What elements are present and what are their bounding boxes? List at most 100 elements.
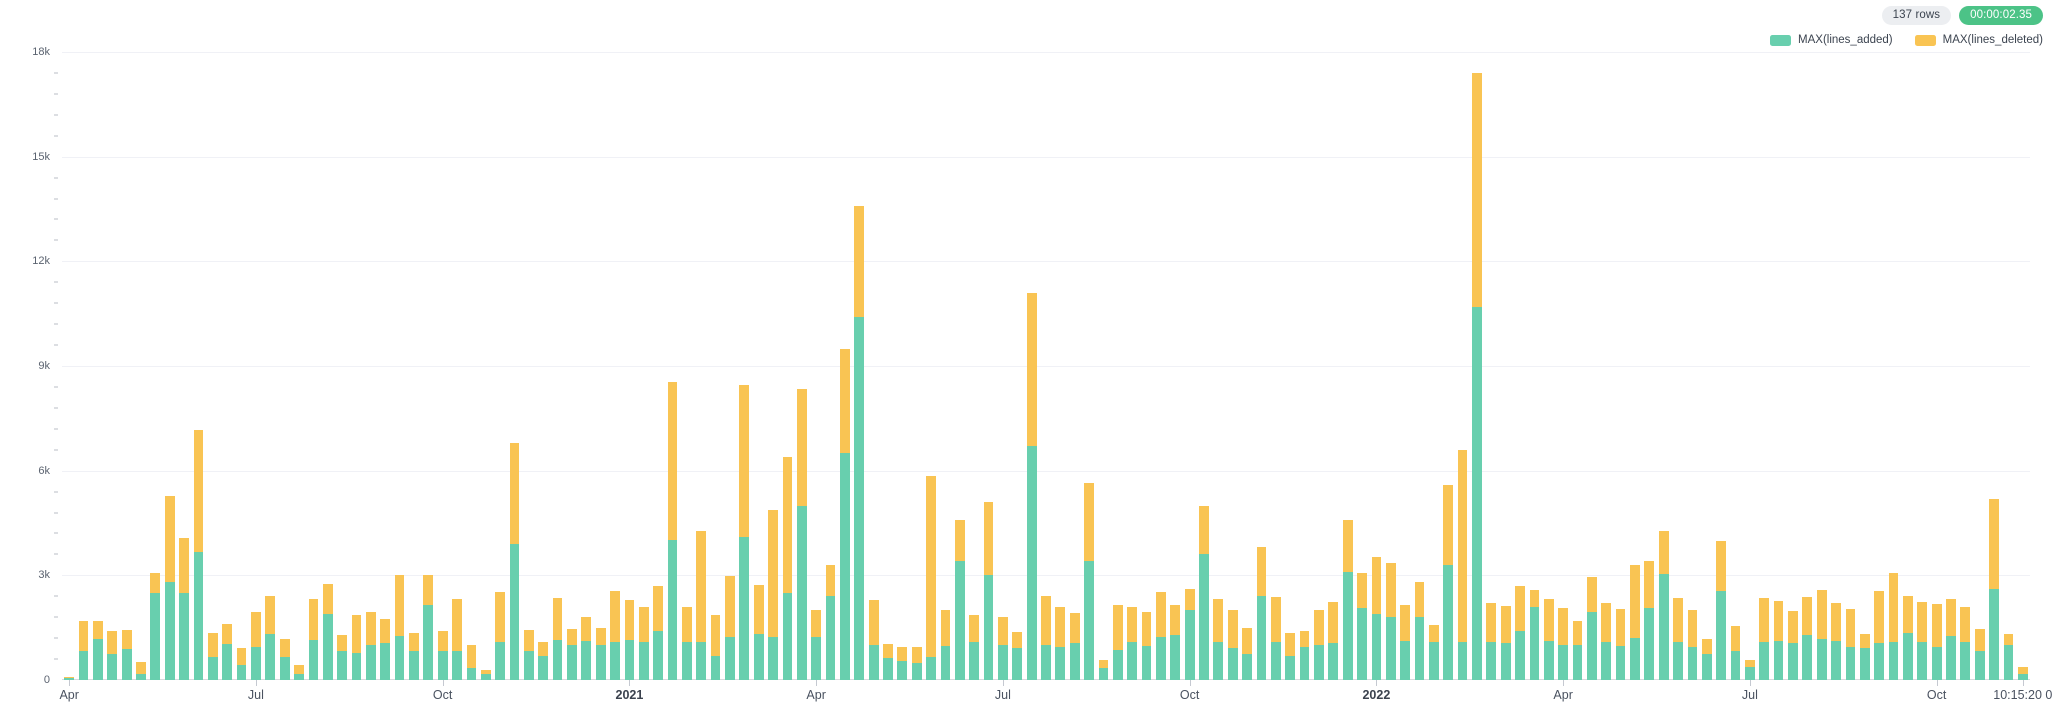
bar-segment-lines-deleted[interactable] [710, 615, 721, 657]
bar-stack[interactable] [1328, 601, 1339, 680]
bar-segment-lines-added[interactable] [2017, 673, 2028, 680]
bar-stack[interactable] [1701, 639, 1712, 680]
bar-stack[interactable] [1428, 624, 1439, 680]
bar-segment-lines-deleted[interactable] [1026, 292, 1037, 447]
bar-stack[interactable] [768, 510, 778, 680]
bar-segment-lines-deleted[interactable] [495, 591, 505, 643]
bar-segment-lines-added[interactable] [1170, 634, 1181, 680]
bar-segment-lines-added[interactable] [523, 650, 534, 680]
bar-segment-lines-added[interactable] [782, 593, 793, 680]
bar-segment-lines-added[interactable] [1055, 646, 1066, 680]
bar-stack[interactable] [207, 633, 218, 680]
bar-stack[interactable] [840, 348, 850, 680]
bar-stack[interactable] [653, 585, 664, 680]
bar-segment-lines-added[interactable] [1227, 648, 1238, 680]
bar-segment-lines-added[interactable] [409, 651, 419, 680]
bar-segment-lines-deleted[interactable] [1041, 596, 1051, 646]
bar-segment-lines-deleted[interactable] [1170, 604, 1181, 635]
bar-segment-lines-deleted[interactable] [236, 647, 247, 666]
bar-stack[interactable] [638, 606, 649, 680]
bar-stack[interactable] [1744, 659, 1755, 680]
bar-segment-lines-added[interactable] [1026, 446, 1037, 680]
bar-segment-lines-deleted[interactable] [883, 643, 893, 658]
bar-stack[interactable] [466, 645, 477, 680]
bar-segment-lines-deleted[interactable] [1328, 601, 1339, 644]
bar-segment-lines-added[interactable] [1572, 645, 1583, 680]
bar-segment-lines-deleted[interactable] [1543, 598, 1554, 641]
bar-segment-lines-deleted[interactable] [1773, 600, 1784, 641]
bar-stack[interactable] [509, 442, 520, 680]
bar-stack[interactable] [825, 564, 836, 680]
bar-segment-lines-deleted[interactable] [150, 572, 161, 594]
bar-stack[interactable] [595, 628, 606, 680]
bar-segment-lines-added[interactable] [1960, 641, 1971, 680]
bar-stack[interactable] [1974, 629, 1985, 680]
bar-segment-lines-added[interactable] [423, 605, 434, 680]
bar-stack[interactable] [1730, 626, 1741, 680]
bar-stack[interactable] [294, 665, 304, 680]
bar-segment-lines-added[interactable] [595, 645, 606, 680]
bar-segment-lines-deleted[interactable] [1084, 482, 1094, 562]
bar-segment-lines-deleted[interactable] [983, 502, 994, 576]
bar-segment-lines-deleted[interactable] [437, 631, 448, 651]
bar-segment-lines-added[interactable] [1917, 641, 1928, 680]
bar-segment-lines-deleted[interactable] [279, 638, 290, 657]
bar-segment-lines-added[interactable] [1156, 637, 1166, 680]
bar-stack[interactable] [251, 611, 261, 680]
bar-segment-lines-added[interactable] [1859, 647, 1870, 680]
bar-stack[interactable] [998, 616, 1008, 680]
bar-segment-lines-deleted[interactable] [610, 590, 620, 642]
bar-segment-lines-added[interactable] [725, 637, 735, 680]
bar-segment-lines-deleted[interactable] [825, 564, 836, 596]
bar-segment-lines-added[interactable] [883, 657, 893, 680]
bar-stack[interactable] [93, 620, 103, 680]
bar-segment-lines-deleted[interactable] [251, 611, 261, 647]
bar-segment-lines-added[interactable] [1371, 614, 1382, 680]
bar-stack[interactable] [725, 575, 735, 680]
bar-segment-lines-deleted[interactable] [1831, 602, 1841, 642]
bar-segment-lines-added[interactable] [1644, 608, 1655, 680]
bar-segment-lines-deleted[interactable] [1400, 605, 1410, 641]
bar-stack[interactable] [279, 638, 290, 680]
bar-segment-lines-deleted[interactable] [1472, 72, 1482, 307]
bar-stack[interactable] [2017, 666, 2028, 680]
bar-segment-lines-added[interactable] [796, 505, 807, 680]
bar-segment-lines-deleted[interactable] [998, 616, 1008, 646]
bar-segment-lines-deleted[interactable] [811, 609, 822, 638]
bar-segment-lines-deleted[interactable] [1112, 605, 1123, 650]
bar-segment-lines-deleted[interactable] [538, 641, 549, 656]
bar-segment-lines-added[interactable] [538, 655, 549, 680]
bar-segment-lines-deleted[interactable] [1371, 556, 1382, 615]
bar-segment-lines-added[interactable] [193, 551, 204, 680]
bar-segment-lines-deleted[interactable] [595, 628, 606, 646]
bar-stack[interactable] [1242, 627, 1252, 680]
bar-segment-lines-deleted[interactable] [1960, 607, 1971, 642]
bar-segment-lines-deleted[interactable] [480, 670, 491, 675]
bar-segment-lines-deleted[interactable] [552, 598, 563, 640]
bar-segment-lines-deleted[interactable] [1357, 572, 1367, 609]
bar-segment-lines-added[interactable] [1328, 643, 1339, 680]
bar-segment-lines-added[interactable] [1472, 306, 1482, 680]
bar-segment-lines-added[interactable] [567, 645, 577, 680]
bar-segment-lines-added[interactable] [1903, 633, 1913, 680]
bar-stack[interactable] [409, 632, 419, 680]
bar-stack[interactable] [1601, 603, 1612, 680]
bar-stack[interactable] [1414, 582, 1425, 680]
bar-segment-lines-deleted[interactable] [1486, 603, 1497, 642]
bar-segment-lines-deleted[interactable] [509, 442, 520, 544]
bar-stack[interactable] [883, 643, 893, 680]
bar-segment-lines-deleted[interactable] [380, 618, 391, 643]
bar-stack[interactable] [811, 609, 822, 680]
bar-segment-lines-added[interactable] [437, 650, 448, 680]
bar-stack[interactable] [1788, 611, 1798, 680]
bar-segment-lines-added[interactable] [868, 645, 879, 680]
bar-segment-lines-added[interactable] [1788, 643, 1798, 680]
bar-stack[interactable] [1572, 620, 1583, 680]
bar-stack[interactable] [624, 600, 635, 680]
bar-stack[interactable] [1184, 589, 1195, 680]
bar-segment-lines-added[interactable] [265, 634, 276, 680]
bar-segment-lines-deleted[interactable] [1414, 582, 1425, 618]
bar-segment-lines-added[interactable] [1773, 640, 1784, 680]
bar-segment-lines-deleted[interactable] [523, 630, 534, 651]
bar-stack[interactable] [1041, 596, 1051, 680]
